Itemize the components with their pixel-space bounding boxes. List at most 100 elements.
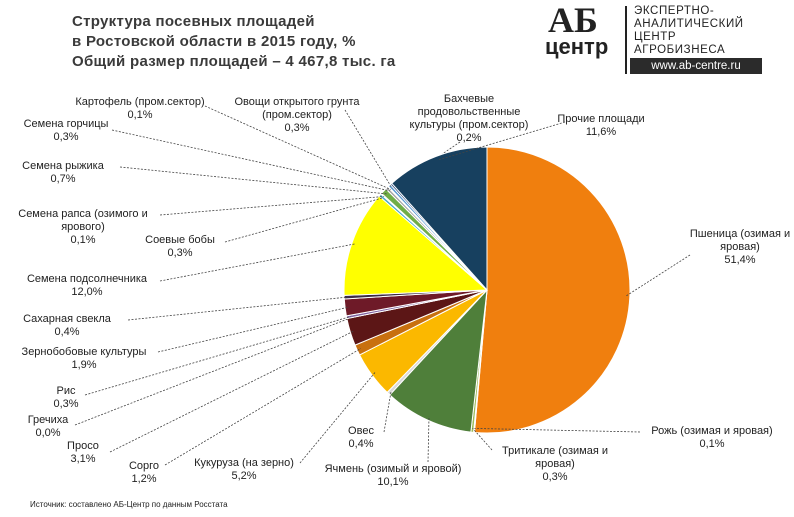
slice-name: Семена горчицы	[23, 118, 109, 130]
logo-line: АГРОБИЗНЕСА	[634, 44, 726, 56]
slice-label: Семена подсолнечника 12,0%	[12, 273, 162, 299]
slice-value: 0,1%	[127, 109, 153, 121]
leader-line	[625, 254, 691, 297]
slice-value: 1,9%	[71, 359, 97, 371]
leader-line	[344, 109, 393, 189]
leader-line	[159, 196, 385, 216]
slice-value: 0,1%	[699, 438, 725, 450]
leader-line	[299, 372, 376, 464]
logo-line: АНАЛИТИЧЕСКИЙ	[634, 18, 744, 30]
source: Источник: составлено АБ-Центр по данным …	[30, 500, 228, 509]
slice-value: 0,2%	[456, 132, 482, 144]
slice-value: 1,2%	[131, 473, 157, 485]
pie-slice	[389, 288, 488, 433]
leader-line	[224, 197, 384, 243]
slice-label: Прочие площади 11,6%	[546, 113, 656, 139]
slice-value: 0,3%	[284, 122, 310, 134]
leader-line	[157, 306, 350, 353]
logo-word: центр	[545, 34, 609, 59]
slice-name: Овощи открытого грунта (пром.сектор)	[234, 96, 360, 121]
slice-value: 3,1%	[70, 453, 96, 465]
logo-line: ЭКСПЕРТНО-	[634, 5, 715, 17]
leader-line	[383, 390, 392, 433]
logo-line: ЦЕНТР	[634, 31, 677, 43]
leader-line	[159, 243, 356, 282]
leader-line	[204, 105, 392, 190]
logo-url: www.ab-centre.ru	[630, 58, 762, 74]
leader-line	[474, 428, 641, 433]
slice-label: Зернобобовые культуры 1,9%	[9, 346, 159, 372]
slice-label: Овощи открытого грунта (пром.сектор) 0,3%	[227, 96, 367, 135]
slice-label: Рис 0,3%	[46, 385, 86, 411]
slice-name: Картофель (пром.сектор)	[75, 96, 205, 108]
slice-value: 5,2%	[231, 470, 257, 482]
slice-value: 12,0%	[71, 286, 103, 298]
slice-label: Бахчевые продовольственные культуры (про…	[408, 93, 530, 145]
title-line: в Ростовской области в 2015 году, %	[72, 33, 356, 50]
leader-line	[84, 316, 351, 396]
slice-label: Ячмень (озимый и яровой) 10,1%	[308, 463, 478, 489]
slice-name: Зернобобовые культуры	[21, 346, 147, 358]
slice-label: Картофель (пром.сектор) 0,1%	[65, 96, 215, 122]
slice-value: 0,1%	[70, 234, 96, 246]
slice-label: Гречиха 0,0%	[23, 414, 73, 440]
title-line: Общий размер площадей – 4 467,8 тыс. га	[72, 53, 396, 70]
slice-value: 0,4%	[54, 326, 80, 338]
slice-label: Тритикале (озимая и яровая) 0,3%	[490, 445, 620, 484]
slice-value: 0,3%	[542, 471, 568, 483]
slice-name: Кукуруза (на зерно)	[194, 457, 294, 469]
logo-mark: АБ	[548, 0, 598, 40]
slice-value: 10,1%	[377, 476, 409, 488]
title: Структура посевных площадей в Ростовской…	[72, 12, 396, 72]
slice-value: 0,7%	[50, 173, 76, 185]
slice-name: Сорго	[128, 460, 160, 472]
leader-line	[127, 296, 349, 321]
logo-text: ЭКСПЕРТНО- АНАЛИТИЧЕСКИЙ ЦЕНТР АГРОБИЗНЕ…	[634, 5, 744, 57]
slice-label: Сахарная свекла 0,4%	[7, 313, 127, 339]
slice-label: Семена горчицы 0,3%	[11, 118, 121, 144]
slice-name: Тритикале (озимая и яровая)	[502, 445, 608, 470]
leader-line	[427, 416, 430, 463]
slice-label: Кукуруза (на зерно) 5,2%	[174, 457, 314, 483]
slice-label: Сорго 1,2%	[119, 460, 169, 486]
slice-name: Соевые бобы	[145, 234, 215, 246]
slice-name: Гречиха	[27, 414, 69, 426]
slice-name: Сахарная свекла	[23, 313, 111, 325]
slice-value: 51,4%	[724, 254, 756, 266]
pie-slice	[343, 195, 489, 296]
slice-value: 11,6%	[585, 126, 617, 138]
title-line: Структура посевных площадей	[72, 13, 315, 30]
slice-label: Просо 3,1%	[58, 440, 108, 466]
leader-line	[472, 427, 493, 451]
slice-label: Пшеница (озимая и яровая) 51,4%	[683, 228, 794, 267]
slice-name: Семена рапса (озимого и ярового)	[18, 208, 148, 233]
slice-name: Овес	[348, 425, 374, 437]
slice-name: Пшеница (озимая и яровая)	[689, 228, 791, 253]
pie-slice	[473, 146, 631, 434]
slice-label: Овес 0,4%	[341, 425, 381, 451]
slice-label: Рожь (озимая и яровая) 0,1%	[632, 425, 792, 451]
slice-value: 0,3%	[53, 131, 79, 143]
slice-name: Рожь (озимая и яровая)	[651, 425, 773, 437]
slice-label: Соевые бобы 0,3%	[130, 234, 230, 260]
pie-slice	[391, 146, 488, 292]
logo-separator	[625, 6, 627, 74]
slice-name: Семена рыжика	[22, 160, 104, 172]
slice-value: 0,4%	[348, 438, 374, 450]
leader-line	[164, 348, 362, 466]
slice-name: Прочие площади	[557, 113, 645, 125]
slice-name: Бахчевые продовольственные культуры (про…	[409, 93, 529, 131]
leader-line	[437, 121, 566, 161]
slice-label: Семена рапса (озимого и ярового) 0,1%	[11, 208, 156, 247]
slice-label: Семена рыжика 0,7%	[8, 160, 118, 186]
slice-name: Ячмень (озимый и яровой)	[324, 463, 462, 475]
leader-line	[111, 129, 390, 192]
slice-value: 0,0%	[35, 427, 61, 439]
slice-value: 0,3%	[167, 247, 193, 259]
slice-name: Семена подсолнечника	[26, 273, 148, 285]
slice-name: Просо	[67, 440, 99, 452]
slice-value: 0,3%	[53, 398, 79, 410]
leader-line	[119, 166, 387, 195]
